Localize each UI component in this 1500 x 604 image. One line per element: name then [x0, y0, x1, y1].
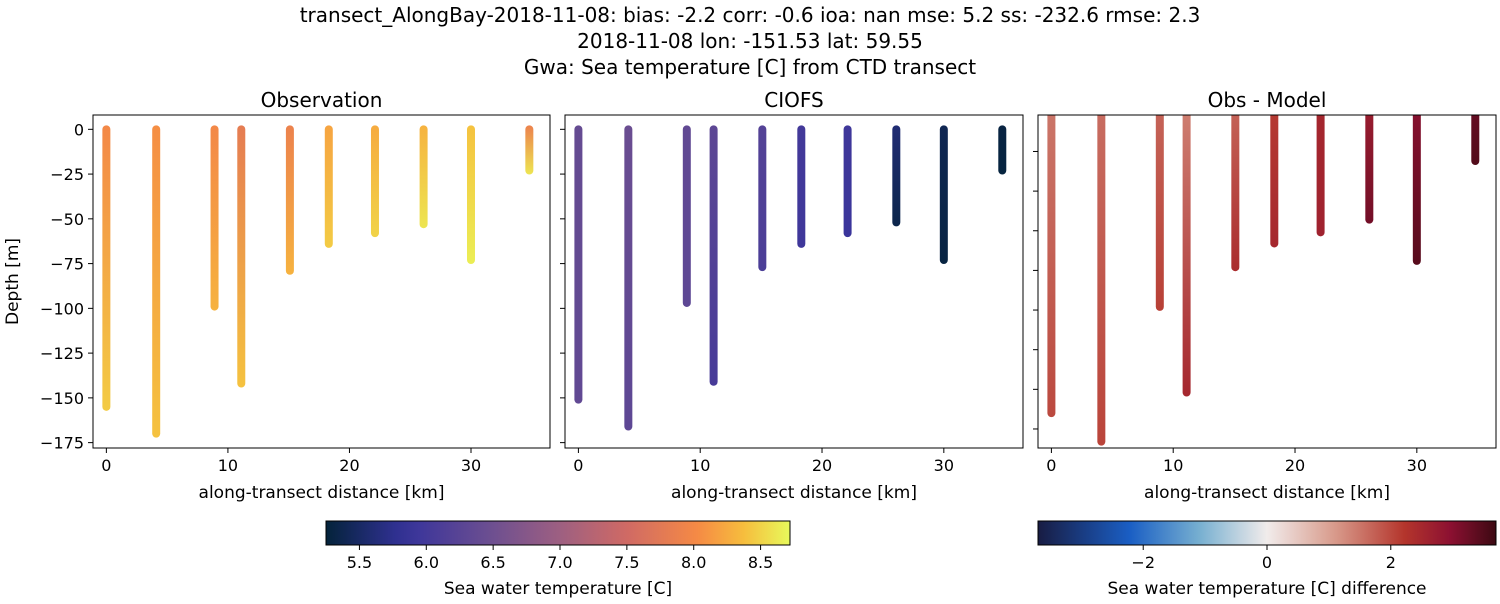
cast-profile [939, 125, 948, 265]
x-tick-label: 0 [101, 456, 111, 475]
cast-profile [237, 125, 246, 388]
x-axis-label: along-transect distance [km] [1144, 483, 1390, 503]
x-tick-label: 30 [461, 456, 481, 475]
colorbar-2: −2 0 2 Sea water temperature [C] difference [1037, 520, 1497, 599]
y-tick-label: −75 [50, 255, 84, 274]
cast-profile [1047, 115, 1056, 418]
cast-profile [1270, 115, 1279, 248]
x-tick-label: 30 [1407, 456, 1427, 475]
cast-profile [998, 125, 1007, 175]
colorbar-tick-label: 6.0 [414, 553, 439, 572]
cast-profile [1412, 115, 1421, 265]
y-tick-label: −25 [50, 165, 84, 184]
cast-profile [758, 125, 767, 272]
y-tick-label: −150 [40, 389, 84, 408]
x-tick-label: 20 [812, 456, 832, 475]
panel-title: Observation [261, 88, 383, 112]
cast-profile [1097, 115, 1106, 446]
colorbar-gradient [1037, 520, 1497, 546]
cast-profile [324, 125, 333, 248]
x-tick-label: 20 [339, 456, 359, 475]
colorbar-1: 5.5 6.0 6.5 7.0 7.5 8.0 8.5 Sea water temperatu… [325, 520, 791, 599]
panel-ciofs: CIOFS 0 10 20 30 along-transect distance [km] [560, 88, 1024, 503]
title-line-2: 2018-11-08 lon: -151.53 lat: 59.55 [577, 29, 923, 53]
panel-obs-model: Obs - Model 0 10 20 30 along-transect distanc… [1033, 88, 1497, 503]
cast-profile [797, 125, 806, 248]
cast-profile [843, 125, 852, 238]
x-tick-label: 10 [690, 456, 710, 475]
cast-profile [1155, 115, 1164, 311]
colorbar-tick-label: 7.5 [614, 553, 639, 572]
colorbar-tick-label: 6.5 [480, 553, 505, 572]
x-tick-label: 10 [1163, 456, 1183, 475]
y-tick-label: 0 [74, 120, 84, 139]
colorbar-tick-label: 0 [1262, 553, 1272, 572]
colorbar-tick-label: 8.0 [681, 553, 706, 572]
cast-profile [1231, 115, 1240, 272]
colorbar-tick-label: 7.0 [547, 553, 572, 572]
y-tick-label: −100 [40, 299, 84, 318]
cast-profile [525, 125, 534, 175]
cast-profile [285, 125, 294, 275]
x-tick-label: 20 [1285, 456, 1305, 475]
x-axis-label: along-transect distance [km] [199, 483, 445, 503]
y-tick-label: −125 [40, 344, 84, 363]
y-tick-label: −175 [40, 434, 84, 453]
axes-frame [564, 114, 1024, 449]
cast-profile [682, 125, 691, 307]
x-tick-label: 30 [934, 456, 954, 475]
title-line-1: transect_AlongBay-2018-11-08: bias: -2.2… [300, 3, 1201, 27]
colorbar-label: Sea water temperature [C] [444, 579, 672, 599]
x-tick-label: 0 [1046, 456, 1056, 475]
cast-profile [1316, 115, 1325, 237]
cast-profile [709, 125, 718, 386]
cast-profile [370, 125, 379, 238]
cast-profile [466, 125, 475, 265]
panel-title: Obs - Model [1208, 88, 1327, 112]
panel-title: CIOFS [764, 88, 823, 112]
colorbar-gradient [325, 520, 791, 546]
axes-frame [1037, 114, 1497, 449]
panel-observation: Observation 0 10 20 30 along-transect distanc… [3, 88, 551, 503]
colorbar-tick-label: 8.5 [748, 553, 773, 572]
cast-profile [574, 125, 583, 404]
colorbar-label: Sea water temperature [C] difference [1107, 579, 1426, 599]
y-axis-label: Depth [m] [3, 238, 23, 325]
colorbar-tick-label: 2 [1386, 553, 1396, 572]
cast-profile [1471, 115, 1480, 165]
axes-frame [92, 114, 551, 449]
cast-profile [892, 125, 901, 227]
cast-profile [419, 125, 428, 229]
cast-profile [1182, 115, 1191, 397]
colorbar-tick-label: −2 [1131, 553, 1155, 572]
cast-profile [102, 125, 111, 411]
title-line-3: Gwa: Sea temperature [C] from CTD transe… [524, 55, 976, 79]
colorbar-tick-label: 5.5 [347, 553, 372, 572]
cast-profile [624, 125, 633, 431]
cast-profile [210, 125, 219, 311]
cast-profile [1365, 115, 1374, 224]
x-tick-label: 0 [573, 456, 583, 475]
x-tick-label: 10 [218, 456, 238, 475]
x-axis-label: along-transect distance [km] [671, 483, 917, 503]
y-tick-label: −50 [50, 210, 84, 229]
cast-profile [152, 125, 161, 438]
